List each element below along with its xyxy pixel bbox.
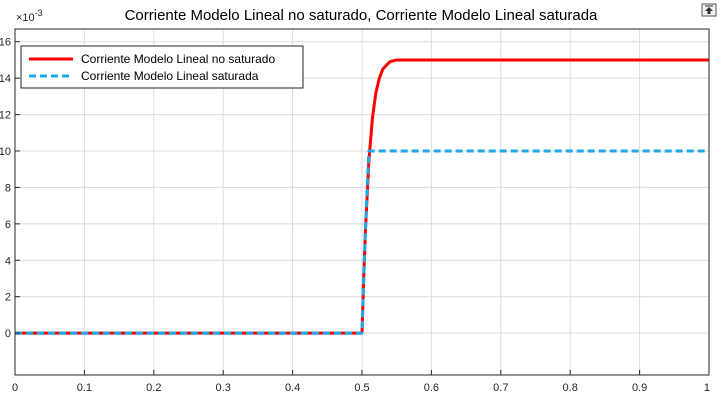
- y-tick-label: 12: [0, 110, 11, 122]
- series-line-saturada: [15, 149, 709, 335]
- x-tick-label: 1: [704, 382, 710, 394]
- x-tick-label: 0.1: [77, 382, 92, 394]
- x-tick-label: 0.5: [354, 382, 369, 394]
- legend[interactable]: Corriente Modelo Lineal no saturado Corr…: [20, 45, 304, 89]
- legend-label-saturada: Corriente Modelo Lineal saturada: [81, 69, 259, 83]
- x-tick-label: 0: [12, 382, 18, 394]
- y-tick-label: 2: [5, 292, 11, 304]
- x-tick-label: 0.9: [632, 382, 647, 394]
- ticks: 0 0.1 0.2 0.3 0.4 0.5 0.6 0.7 0.8 0.9 102468101214…: [0, 37, 710, 394]
- export-icon[interactable]: [701, 3, 717, 17]
- y-tick-label: 10: [0, 146, 11, 158]
- x-tick-label: 0.3: [216, 382, 231, 394]
- legend-label-no-saturado: Corriente Modelo Lineal no saturado: [81, 52, 275, 66]
- x-tick-label: 0.2: [146, 382, 161, 394]
- x-tick-label: 0.7: [493, 382, 508, 394]
- chart-title: Corriente Modelo Lineal no saturado, Cor…: [125, 7, 598, 24]
- y-exponent-label: ×10-3: [16, 8, 43, 24]
- y-tick-label: 6: [5, 219, 11, 231]
- legend-box: [20, 45, 304, 89]
- y-tick-label: 4: [5, 255, 11, 267]
- y-tick-label: 0: [5, 328, 11, 340]
- x-tick-label: 0.6: [424, 382, 439, 394]
- y-tick-label: 16: [0, 37, 11, 49]
- y-tick-label: 8: [5, 182, 11, 194]
- y-tick-label: 14: [0, 73, 11, 85]
- x-tick-label: 0.4: [285, 382, 300, 394]
- series-layer: [15, 58, 709, 335]
- x-tick-label: 0.8: [563, 382, 578, 394]
